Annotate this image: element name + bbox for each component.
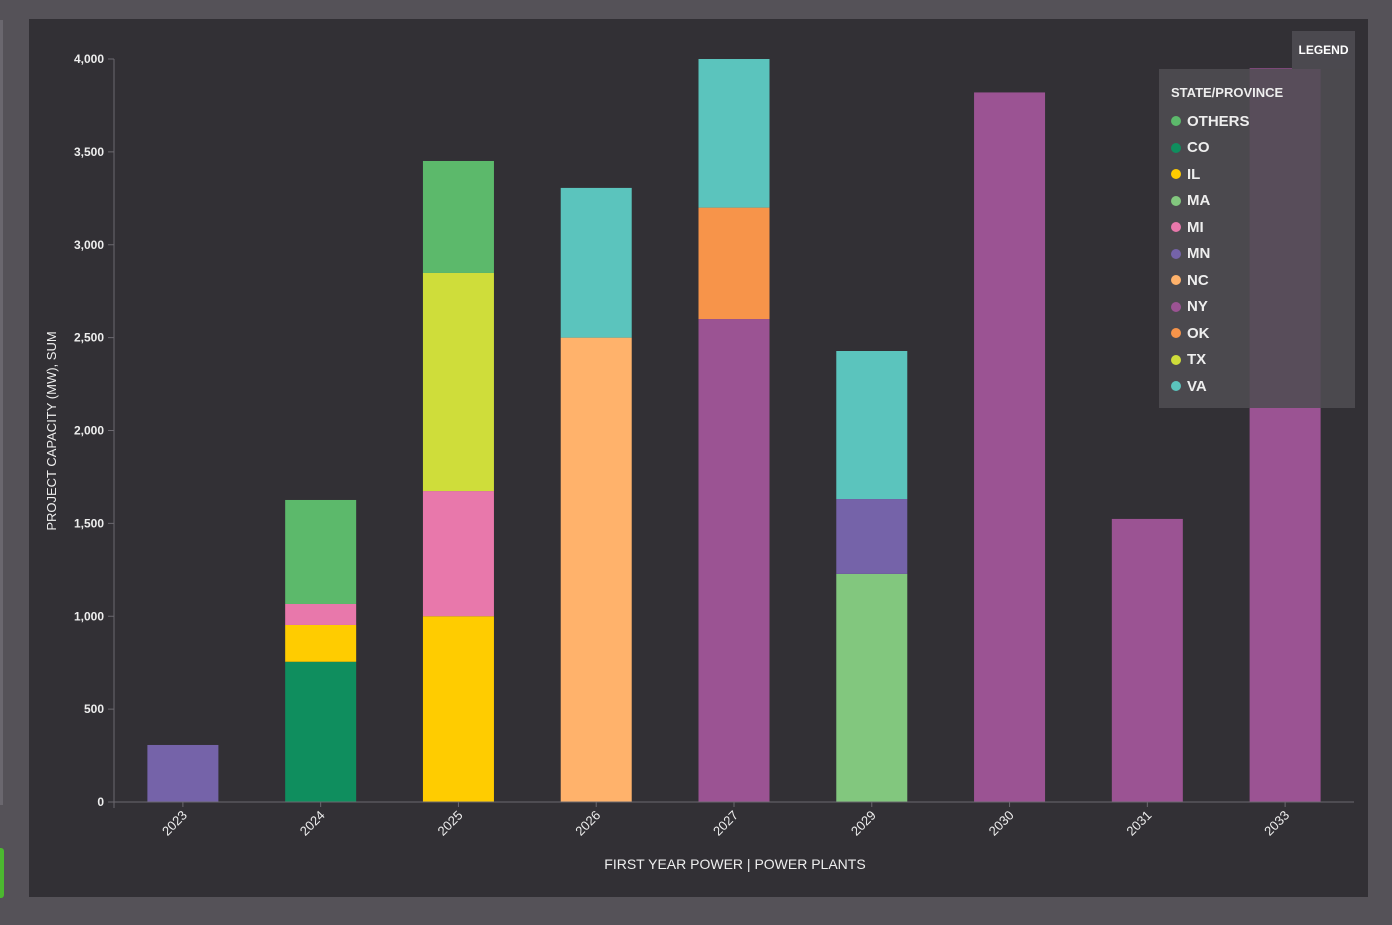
x-tick-label: 2025 xyxy=(435,808,466,839)
y-tick-label: 0 xyxy=(97,795,104,809)
legend-dot-icon xyxy=(1171,248,1181,259)
legend-item-others[interactable]: OTHERS xyxy=(1171,108,1343,135)
x-tick-label: 2023 xyxy=(159,808,190,839)
y-tick-label: 2,500 xyxy=(74,331,104,345)
y-tick-label: 3,000 xyxy=(74,238,104,252)
bar-segment-ny-2030 xyxy=(974,92,1046,802)
x-tick-label: 2030 xyxy=(986,808,1017,839)
bar-segment-mn-2029 xyxy=(836,499,908,574)
legend-dot-icon xyxy=(1171,169,1181,180)
bar-segment-mi-2024 xyxy=(285,603,357,625)
legend-label: VA xyxy=(1187,377,1207,395)
y-tick-label: 500 xyxy=(84,702,104,716)
x-tick-label: 2029 xyxy=(848,808,879,839)
legend-item-nc[interactable]: NC xyxy=(1171,267,1343,294)
legend-dot-icon xyxy=(1171,116,1181,127)
legend-label: CO xyxy=(1187,139,1210,157)
x-tick-label: 2026 xyxy=(572,808,603,839)
y-axis-title: PROJECT CAPACITY (MW), SUM xyxy=(44,331,59,530)
legend-label: MN xyxy=(1187,245,1211,263)
legend-label: MI xyxy=(1187,218,1204,236)
legend-dot-icon xyxy=(1171,301,1181,312)
legend-item-il[interactable]: IL xyxy=(1171,161,1343,188)
legend-dot-icon xyxy=(1171,142,1181,153)
legend-item-mn[interactable]: MN xyxy=(1171,241,1343,268)
bar-segment-co-2024 xyxy=(285,661,357,802)
legend-dot-icon xyxy=(1171,222,1181,233)
legend-dot-icon xyxy=(1171,354,1181,365)
x-tick-label: 2024 xyxy=(297,808,328,839)
bar-segment-others-2025 xyxy=(422,160,494,273)
legend-label: NY xyxy=(1187,298,1208,316)
legend-dot-icon xyxy=(1171,195,1181,206)
legend-label: IL xyxy=(1187,165,1201,183)
legend-label: OK xyxy=(1187,324,1210,342)
bar-segment-tx-2025 xyxy=(422,272,494,492)
legend-panel: STATE/PROVINCE OTHERS CO IL MA MI MN NC NY OK TX V… xyxy=(1159,69,1355,408)
bar-segment-others-2024 xyxy=(285,499,357,604)
x-tick-label: 2033 xyxy=(1261,808,1292,839)
bar-segment-ma-2029 xyxy=(836,573,908,802)
x-tick-label: 2027 xyxy=(710,808,741,839)
y-tick-label: 3,500 xyxy=(74,145,104,159)
bar-segment-va-2029 xyxy=(836,350,908,500)
legend-item-co[interactable]: CO xyxy=(1171,135,1343,162)
legend-title: STATE/PROVINCE xyxy=(1171,85,1284,100)
legend-item-ma[interactable]: MA xyxy=(1171,188,1343,215)
legend-label: OTHERS xyxy=(1187,112,1250,130)
bar-segment-ok-2027 xyxy=(698,207,770,320)
legend-toggle-button[interactable]: LEGEND xyxy=(1292,31,1355,69)
legend-dot-icon xyxy=(1171,275,1181,286)
legend-item-va[interactable]: VA xyxy=(1171,373,1343,400)
y-tick-label: 2,000 xyxy=(74,424,104,438)
bar-segment-mn-2023 xyxy=(147,744,219,802)
left-green-tab[interactable] xyxy=(0,848,4,898)
left-panel-edge xyxy=(0,20,3,805)
legend-label: TX xyxy=(1187,351,1207,369)
y-tick-label: 4,000 xyxy=(74,52,104,66)
bar-segment-ny-2027 xyxy=(698,319,770,802)
y-tick-label: 1,000 xyxy=(74,609,104,623)
x-tick-label: 2031 xyxy=(1123,808,1154,839)
legend-label: NC xyxy=(1187,271,1209,289)
legend-dot-icon xyxy=(1171,328,1181,339)
bar-segment-il-2024 xyxy=(285,624,357,662)
bar-segment-mi-2025 xyxy=(422,491,494,617)
x-axis-title: FIRST YEAR POWER | POWER PLANTS xyxy=(604,856,865,872)
bar-segment-nc-2026 xyxy=(560,337,632,802)
bar-segment-ny-2031 xyxy=(1111,518,1183,802)
legend-label: MA xyxy=(1187,192,1211,210)
y-tick-label: 1,500 xyxy=(74,516,104,530)
legend-item-tx[interactable]: TX xyxy=(1171,347,1343,374)
legend-item-ok[interactable]: OK xyxy=(1171,320,1343,347)
bar-segment-va-2026 xyxy=(560,187,632,338)
legend-item-mi[interactable]: MI xyxy=(1171,214,1343,241)
legend-dot-icon xyxy=(1171,381,1181,392)
bar-segment-va-2027 xyxy=(698,59,770,208)
legend-item-ny[interactable]: NY xyxy=(1171,294,1343,321)
bar-segment-il-2025 xyxy=(422,616,494,802)
